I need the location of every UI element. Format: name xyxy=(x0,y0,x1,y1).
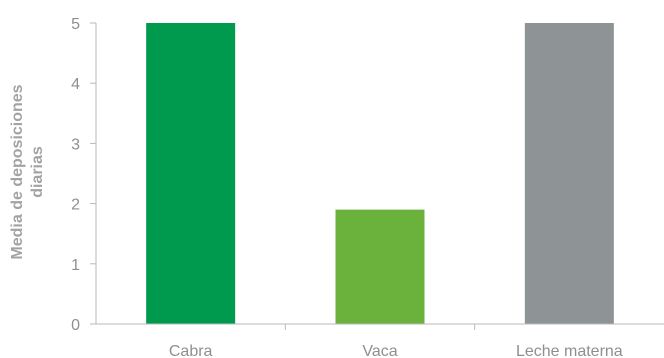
y-axis-title-line-2: diarias xyxy=(29,146,46,198)
y-axis-title-line-1: Media de deposiciones xyxy=(9,84,26,259)
y-axis: 0 1 2 3 4 5 xyxy=(71,16,97,334)
bar xyxy=(146,23,236,324)
y-tick-label: 4 xyxy=(71,76,80,93)
y-axis-title: Media de deposiciones diarias xyxy=(9,84,46,259)
x-category-label: Cabra xyxy=(169,343,213,358)
x-category-label: Leche materna xyxy=(516,343,623,358)
bar xyxy=(524,23,614,324)
y-tick-label: 2 xyxy=(71,197,80,214)
bar xyxy=(335,209,425,324)
x-category-label: Vaca xyxy=(362,343,397,358)
y-tick-label: 0 xyxy=(71,317,80,334)
bars xyxy=(146,23,614,324)
y-tick-label: 5 xyxy=(71,16,80,33)
x-axis: Cabra Vaca Leche materna xyxy=(96,323,664,358)
y-tick-label: 3 xyxy=(71,136,80,153)
y-tick-label: 1 xyxy=(71,257,80,274)
